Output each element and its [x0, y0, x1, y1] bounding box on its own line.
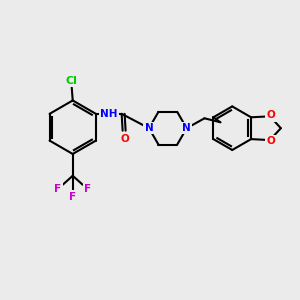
Text: N: N — [145, 123, 153, 133]
Text: O: O — [266, 110, 275, 120]
Text: O: O — [266, 136, 275, 146]
Text: F: F — [84, 184, 91, 194]
Text: F: F — [69, 192, 76, 202]
Text: N: N — [182, 123, 191, 133]
Text: NH: NH — [100, 109, 118, 119]
Text: Cl: Cl — [66, 76, 78, 85]
Text: O: O — [120, 134, 129, 144]
Text: F: F — [54, 184, 61, 194]
